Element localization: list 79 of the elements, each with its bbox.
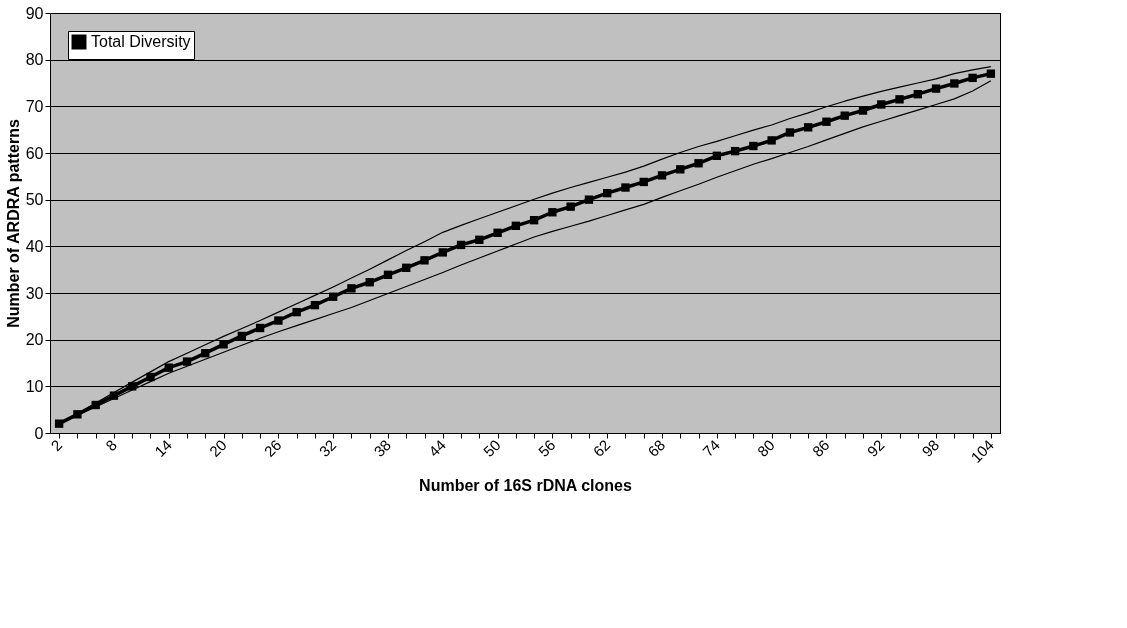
point: [493, 228, 502, 237]
point: [456, 240, 466, 250]
point: [621, 183, 630, 192]
y-axis-title: Number of ARDRA patterns: [4, 119, 22, 328]
y-tick-label: 50: [25, 191, 44, 209]
point: [712, 151, 722, 160]
point: [785, 128, 795, 137]
point: [877, 100, 886, 109]
point: [676, 165, 685, 174]
x-tick-label: 44: [425, 436, 449, 460]
x-tick-label: 14: [151, 436, 175, 460]
point: [767, 136, 776, 145]
x-axis-title: Number of 16S rDNA clones: [419, 476, 632, 494]
point: [858, 106, 868, 115]
y-tick-label: 80: [25, 51, 44, 69]
x-tick-label: 32: [315, 436, 340, 460]
point: [383, 270, 393, 279]
x-tick-label: 26: [260, 436, 285, 460]
y-tick-label: 20: [25, 331, 44, 349]
point: [146, 372, 155, 382]
point: [730, 146, 740, 156]
point: [164, 363, 173, 372]
legend-label: Total Diversity: [91, 33, 191, 50]
x-tick-label: 80: [753, 436, 778, 460]
point: [219, 340, 228, 349]
y-tick-label: 0: [34, 424, 44, 442]
point: [548, 208, 557, 217]
point: [584, 195, 594, 204]
x-tick-label: 8: [102, 436, 121, 455]
y-tick-label: 10: [25, 377, 44, 395]
point: [201, 349, 210, 358]
point: [529, 216, 539, 225]
point: [182, 357, 192, 366]
point: [328, 292, 338, 301]
point: [803, 123, 813, 132]
x-tick-label: 86: [808, 436, 833, 460]
point: [475, 235, 484, 244]
point: [274, 316, 283, 325]
point: [657, 171, 667, 180]
x-tick-label: 74: [699, 436, 723, 460]
point: [840, 111, 849, 120]
point: [895, 95, 904, 104]
point: [310, 300, 320, 310]
point: [347, 284, 356, 293]
x-tick-label: 62: [589, 436, 614, 460]
point: [438, 248, 447, 257]
point: [511, 221, 521, 230]
x-tick-label: 98: [918, 436, 943, 460]
point: [566, 202, 575, 211]
point: [603, 188, 612, 198]
x-tick-label: 20: [205, 436, 230, 460]
point: [255, 323, 265, 333]
x-tick-label: 50: [479, 436, 504, 460]
y-tick-label: 90: [25, 4, 44, 22]
point: [420, 256, 429, 265]
y-tick-label: 70: [25, 97, 44, 115]
y-tick-label: 30: [25, 284, 44, 302]
point: [237, 331, 247, 341]
x-tick-label: 92: [863, 436, 888, 460]
point: [292, 307, 301, 317]
point: [822, 117, 831, 126]
point: [639, 177, 648, 187]
y-tick-label: 40: [25, 237, 44, 255]
point: [986, 69, 996, 78]
point: [402, 263, 411, 272]
y-tick-label: 60: [25, 144, 44, 162]
x-tick-label: 68: [644, 436, 669, 460]
point: [931, 84, 941, 93]
point: [749, 141, 758, 151]
x-tick-label: 56: [534, 436, 559, 460]
point: [365, 278, 374, 287]
point: [694, 159, 703, 168]
point: [54, 419, 64, 428]
point: [913, 90, 922, 99]
point: [950, 79, 959, 88]
point: [968, 73, 977, 83]
x-tick-label: 104: [967, 436, 998, 466]
x-tick-label: 2: [47, 436, 66, 455]
x-tick-label: 38: [370, 436, 395, 460]
